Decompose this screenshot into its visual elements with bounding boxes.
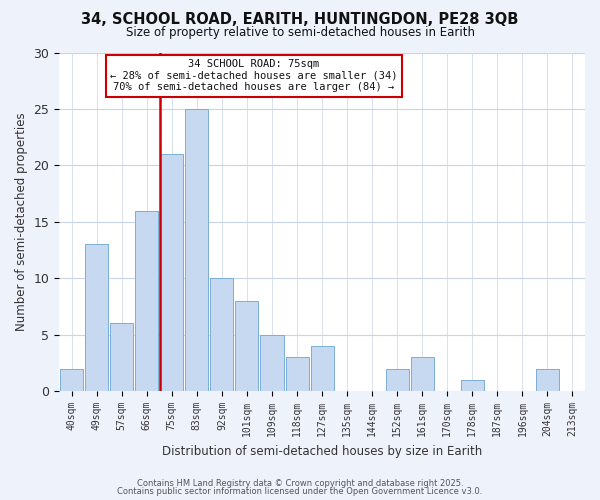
Bar: [536, 368, 559, 391]
Bar: [461, 380, 484, 391]
Text: Contains public sector information licensed under the Open Government Licence v3: Contains public sector information licen…: [118, 487, 482, 496]
X-axis label: Distribution of semi-detached houses by size in Earith: Distribution of semi-detached houses by …: [162, 444, 482, 458]
Bar: [235, 301, 259, 391]
Text: 34 SCHOOL ROAD: 75sqm
← 28% of semi-detached houses are smaller (34)
70% of semi: 34 SCHOOL ROAD: 75sqm ← 28% of semi-deta…: [110, 60, 397, 92]
Bar: [260, 334, 284, 391]
Bar: [386, 368, 409, 391]
Bar: [85, 244, 108, 391]
Bar: [110, 324, 133, 391]
Text: 34, SCHOOL ROAD, EARITH, HUNTINGDON, PE28 3QB: 34, SCHOOL ROAD, EARITH, HUNTINGDON, PE2…: [82, 12, 518, 28]
Text: Size of property relative to semi-detached houses in Earith: Size of property relative to semi-detach…: [125, 26, 475, 39]
Bar: [60, 368, 83, 391]
Bar: [411, 358, 434, 391]
Bar: [160, 154, 184, 391]
Bar: [211, 278, 233, 391]
Bar: [135, 210, 158, 391]
Bar: [185, 109, 208, 391]
Text: Contains HM Land Registry data © Crown copyright and database right 2025.: Contains HM Land Registry data © Crown c…: [137, 478, 463, 488]
Y-axis label: Number of semi-detached properties: Number of semi-detached properties: [15, 112, 28, 331]
Bar: [311, 346, 334, 391]
Bar: [286, 358, 308, 391]
